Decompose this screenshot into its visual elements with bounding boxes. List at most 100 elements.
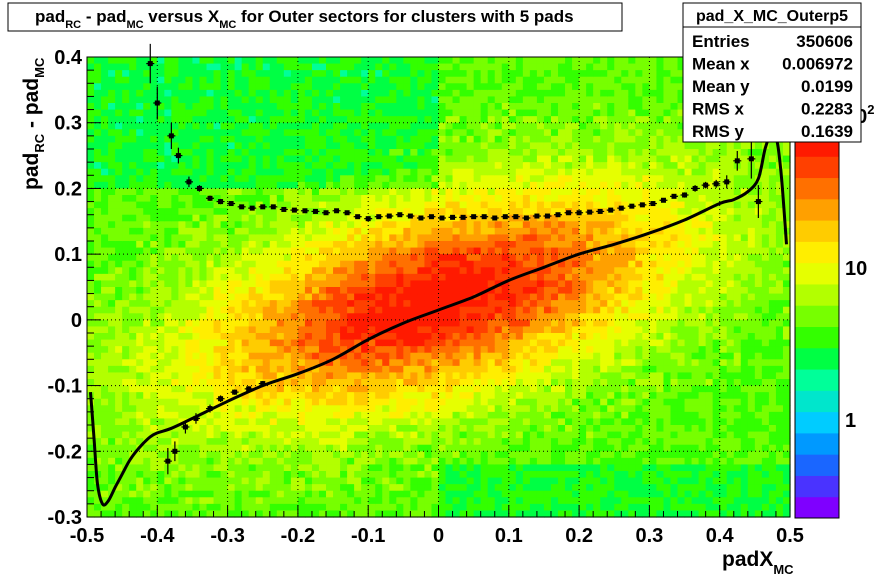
heatmap-cell	[501, 490, 510, 498]
heatmap-cell	[255, 181, 264, 190]
heatmap-cell	[248, 405, 257, 413]
heatmap-cell	[262, 135, 271, 144]
heatmap-cell	[361, 175, 369, 183]
heatmap-cell	[326, 365, 334, 374]
heatmap-cell	[94, 221, 102, 229]
heatmap-cell	[586, 168, 594, 176]
heatmap-cell	[487, 89, 496, 98]
heatmap-cell	[480, 405, 489, 413]
heatmap-cell	[255, 425, 264, 433]
heatmap-cell	[227, 392, 236, 400]
heatmap-cell	[101, 444, 109, 452]
heatmap-cell	[487, 398, 496, 406]
heatmap-cell	[389, 365, 397, 374]
heatmap-cell	[529, 208, 538, 216]
heatmap-cell	[192, 392, 201, 400]
heatmap-cell	[410, 293, 419, 301]
heatmap-cell	[480, 497, 489, 505]
heatmap-cell	[234, 76, 243, 84]
heatmap-cell	[283, 398, 292, 406]
heatmap-cell	[501, 227, 510, 236]
heatmap-cell	[543, 346, 552, 354]
heatmap-cell	[241, 451, 250, 459]
heatmap-cell	[529, 63, 538, 71]
heatmap-cell	[262, 490, 271, 498]
heatmap-cell	[150, 352, 158, 360]
heatmap-cell	[283, 208, 292, 216]
heatmap-cell	[255, 405, 264, 413]
heatmap-cell	[276, 346, 285, 354]
heatmap-cell	[382, 149, 390, 157]
heatmap-cell	[108, 398, 116, 406]
heatmap-cell	[199, 497, 208, 505]
heatmap-cell	[431, 398, 440, 406]
heatmap-cell	[318, 247, 327, 255]
heatmap-cell	[248, 497, 257, 505]
heatmap-cell	[536, 339, 545, 347]
heatmap-cell	[501, 398, 510, 406]
heatmap-cell	[333, 471, 341, 479]
heatmap-cell	[178, 503, 187, 512]
heatmap-cell	[248, 227, 257, 236]
heatmap-cell	[122, 418, 130, 426]
heatmap-cell	[565, 149, 573, 157]
heatmap-cell	[234, 109, 243, 117]
heatmap-cell	[445, 365, 454, 374]
heatmap-cell	[438, 234, 447, 242]
heatmap-cell	[164, 142, 172, 150]
heatmap-cell	[452, 221, 461, 229]
heatmap-cell	[129, 70, 137, 78]
heatmap-cell	[550, 188, 559, 196]
heatmap-cell	[431, 103, 440, 111]
heatmap-cell	[508, 142, 517, 150]
heatmap-cell	[185, 484, 194, 492]
heatmap-cell	[375, 398, 383, 406]
heatmap-cell	[108, 444, 116, 452]
heatmap-cell	[550, 425, 559, 433]
heatmap-cell	[178, 109, 187, 117]
heatmap-cell	[269, 234, 278, 242]
heatmap-cell	[143, 490, 151, 498]
heatmap-cell	[480, 280, 489, 288]
heatmap-cell	[410, 234, 419, 242]
heatmap-cell	[276, 122, 285, 130]
heatmap-cell	[396, 109, 404, 117]
heatmap-cell	[143, 287, 151, 295]
heatmap-cell	[508, 471, 517, 479]
heatmap-cell	[234, 425, 243, 433]
heatmap-cell	[396, 234, 404, 242]
heatmap-cell	[304, 63, 313, 71]
heatmap-cell	[318, 451, 327, 459]
heatmap-cell	[136, 372, 144, 380]
heatmap-cell	[304, 135, 313, 144]
heatmap-cell	[276, 477, 285, 485]
heatmap-cell	[136, 411, 144, 420]
heatmap-cell	[199, 287, 208, 295]
heatmap-cell	[108, 464, 116, 472]
heatmap-cell	[572, 379, 580, 387]
heatmap-cell	[311, 464, 320, 472]
heatmap-cell	[382, 208, 390, 216]
heatmap-cell	[115, 63, 123, 71]
heatmap-cell	[480, 471, 489, 479]
heatmap-cell	[550, 155, 559, 163]
heatmap-cell	[192, 208, 201, 216]
heatmap-cell	[459, 457, 468, 466]
heatmap-cell	[269, 484, 278, 492]
heatmap-cell	[536, 352, 545, 360]
heatmap-cell	[361, 280, 369, 288]
heatmap-cell	[508, 438, 517, 446]
heatmap-cell	[550, 221, 559, 229]
heatmap-cell	[340, 326, 348, 334]
heatmap-cell	[431, 122, 440, 130]
heatmap-cell	[122, 359, 130, 367]
heatmap-cell	[276, 70, 285, 78]
heatmap-cell	[171, 418, 179, 426]
heatmap-cell	[157, 352, 165, 360]
heatmap-cell	[227, 260, 236, 268]
heatmap-cell	[178, 484, 187, 492]
heatmap-cell	[178, 477, 187, 485]
heatmap-cell	[536, 116, 545, 124]
heatmap-cell	[494, 438, 503, 446]
heatmap-cell	[136, 63, 144, 71]
